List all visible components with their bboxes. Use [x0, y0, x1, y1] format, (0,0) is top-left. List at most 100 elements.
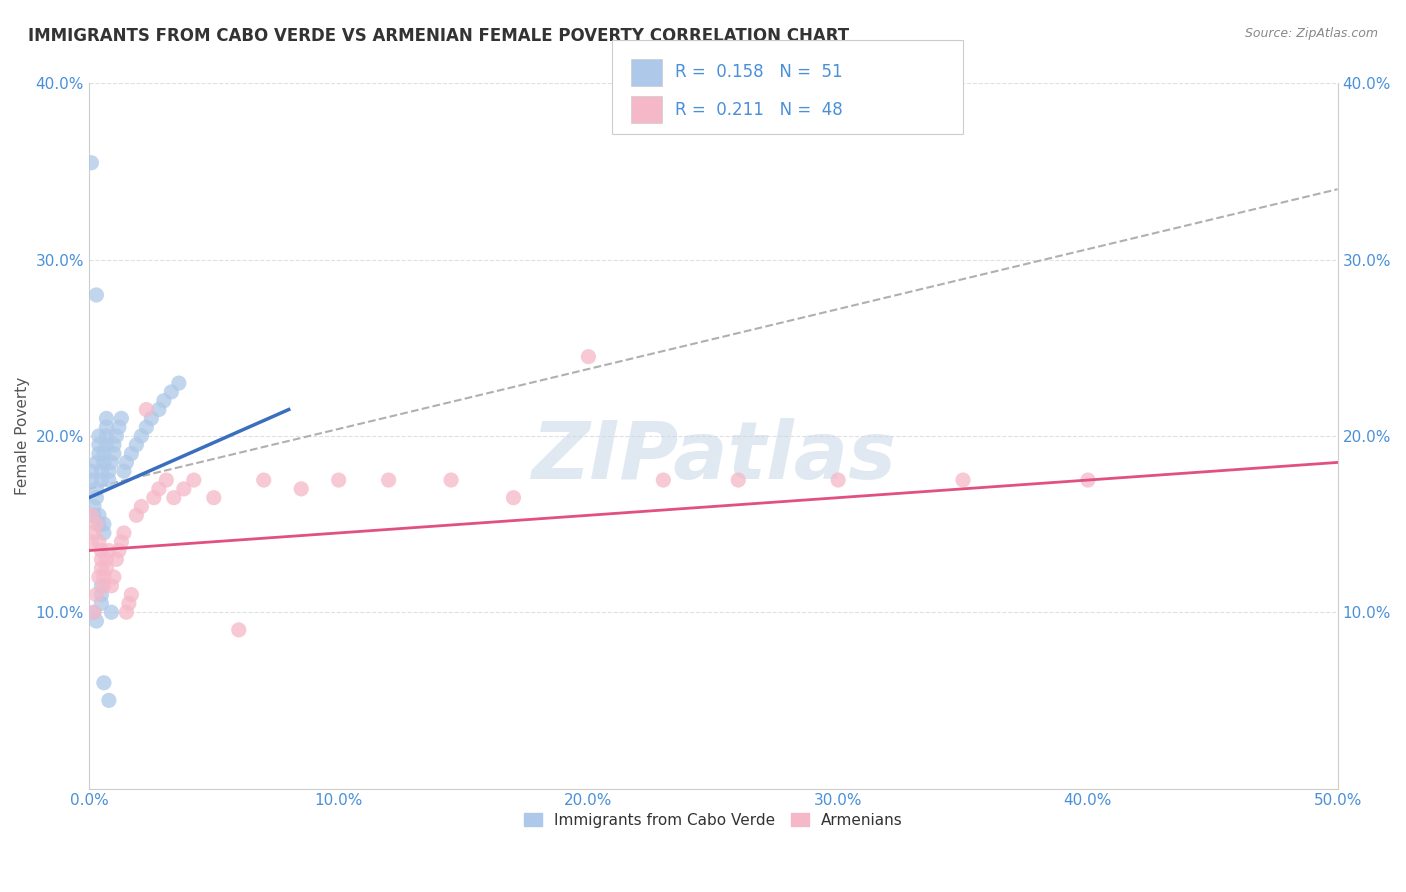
- Point: [86, 614, 108, 628]
- Point: [202, 491, 225, 505]
- Point: [96, 429, 118, 443]
- Point: [80, 473, 103, 487]
- Point: [103, 570, 125, 584]
- Point: [131, 500, 153, 514]
- Point: [155, 473, 177, 487]
- Point: [96, 552, 118, 566]
- Point: [87, 429, 110, 443]
- Point: [90, 588, 112, 602]
- Point: [87, 508, 110, 523]
- Point: [87, 447, 110, 461]
- Point: [652, 473, 675, 487]
- Point: [87, 570, 110, 584]
- Point: [228, 623, 250, 637]
- Point: [93, 517, 115, 532]
- Point: [141, 411, 163, 425]
- Point: [952, 473, 974, 487]
- Point: [83, 605, 105, 619]
- Point: [148, 482, 170, 496]
- Point: [125, 438, 148, 452]
- Point: [90, 579, 112, 593]
- Point: [90, 473, 112, 487]
- Point: [125, 508, 148, 523]
- Point: [83, 605, 105, 619]
- Point: [328, 473, 350, 487]
- Point: [86, 491, 108, 505]
- Point: [377, 473, 399, 487]
- Point: [142, 491, 165, 505]
- Point: [1077, 473, 1099, 487]
- Point: [86, 588, 108, 602]
- Point: [576, 350, 599, 364]
- Point: [112, 525, 135, 540]
- Point: [163, 491, 186, 505]
- Point: [97, 464, 120, 478]
- Point: [110, 411, 132, 425]
- Point: [131, 429, 153, 443]
- Point: [93, 570, 115, 584]
- Point: [83, 525, 105, 540]
- Point: [90, 561, 112, 575]
- Point: [96, 411, 118, 425]
- Point: [727, 473, 749, 487]
- Text: Source: ZipAtlas.com: Source: ZipAtlas.com: [1244, 27, 1378, 40]
- Y-axis label: Female Poverty: Female Poverty: [15, 376, 30, 495]
- Point: [148, 402, 170, 417]
- Point: [80, 534, 103, 549]
- Point: [115, 605, 138, 619]
- Point: [103, 438, 125, 452]
- Point: [86, 517, 108, 532]
- Point: [253, 473, 276, 487]
- Point: [80, 155, 103, 169]
- Point: [103, 447, 125, 461]
- Point: [135, 420, 157, 434]
- Point: [100, 579, 122, 593]
- Point: [135, 402, 157, 417]
- Point: [120, 447, 142, 461]
- Point: [502, 491, 524, 505]
- Point: [100, 455, 122, 469]
- Point: [120, 588, 142, 602]
- Point: [93, 579, 115, 593]
- Point: [87, 517, 110, 532]
- Point: [87, 534, 110, 549]
- Point: [83, 500, 105, 514]
- Point: [96, 438, 118, 452]
- Point: [97, 473, 120, 487]
- Legend: Immigrants from Cabo Verde, Armenians: Immigrants from Cabo Verde, Armenians: [517, 806, 910, 834]
- Point: [93, 675, 115, 690]
- Point: [100, 605, 122, 619]
- Point: [105, 552, 128, 566]
- Point: [90, 543, 112, 558]
- Point: [96, 561, 118, 575]
- Point: [115, 455, 138, 469]
- Point: [80, 508, 103, 523]
- Point: [110, 534, 132, 549]
- Point: [96, 420, 118, 434]
- Point: [86, 455, 108, 469]
- Point: [87, 438, 110, 452]
- Point: [440, 473, 463, 487]
- Point: [183, 473, 205, 487]
- Point: [93, 455, 115, 469]
- Point: [90, 464, 112, 478]
- Point: [112, 464, 135, 478]
- Point: [173, 482, 195, 496]
- Text: R =  0.158   N =  51: R = 0.158 N = 51: [675, 63, 842, 81]
- Point: [97, 693, 120, 707]
- Point: [90, 552, 112, 566]
- Point: [108, 420, 131, 434]
- Point: [93, 447, 115, 461]
- Point: [86, 482, 108, 496]
- Point: [105, 429, 128, 443]
- Point: [80, 464, 103, 478]
- Point: [827, 473, 849, 487]
- Point: [153, 393, 176, 408]
- Point: [83, 508, 105, 523]
- Text: R =  0.211   N =  48: R = 0.211 N = 48: [675, 101, 842, 119]
- Point: [86, 288, 108, 302]
- Point: [290, 482, 312, 496]
- Point: [167, 376, 190, 390]
- Point: [97, 543, 120, 558]
- Point: [108, 543, 131, 558]
